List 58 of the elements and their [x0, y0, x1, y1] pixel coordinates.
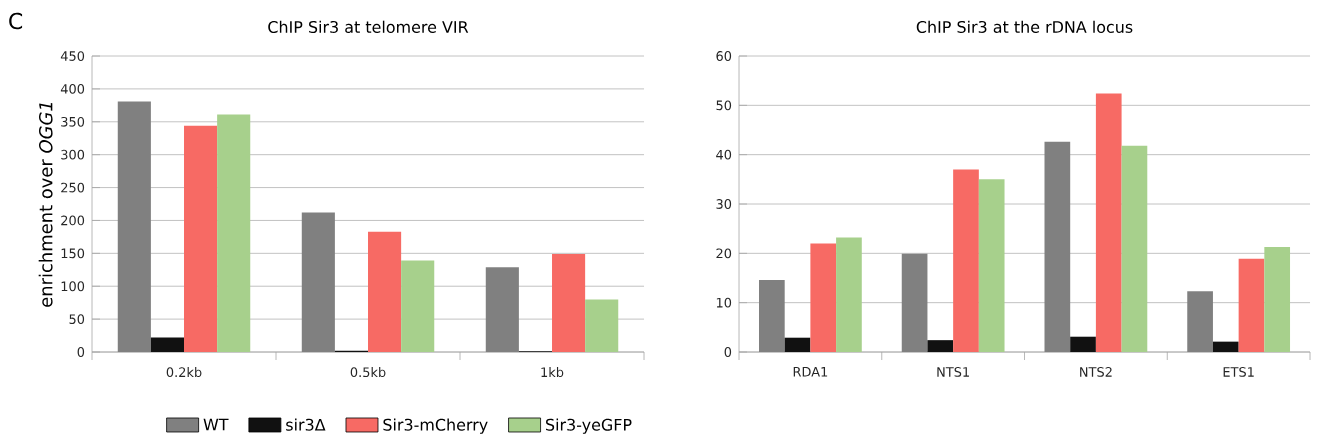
bar [784, 337, 811, 352]
y-tick-label: 150 [61, 248, 85, 259]
y-tick-label: 60 [716, 51, 732, 61]
y-tick-label: 300 [61, 149, 85, 160]
y-tick-label: 450 [60, 51, 85, 61]
y-tick-label: 400 [60, 84, 85, 94]
x-tick-label: 0.2kb [166, 367, 202, 378]
bar [150, 337, 185, 352]
x-tick-label: NTS2 [1080, 367, 1112, 377]
y-tick-label: 40 [716, 149, 732, 160]
y-tick-label: 10 [716, 297, 732, 308]
bar [927, 340, 954, 352]
bar [1187, 291, 1213, 352]
y-tick-label: 50 [716, 100, 732, 111]
legend-label: Sir3-mCherry [383, 418, 488, 434]
bar [552, 253, 586, 352]
bar [184, 125, 218, 352]
bar [1212, 341, 1239, 352]
bar [1095, 93, 1122, 352]
legend-label: sir3Δ [286, 418, 326, 431]
legend-label: WT [203, 418, 229, 431]
chart-title: ChIP Sir3 at the rDNA locus [916, 20, 1133, 33]
bar [759, 279, 785, 352]
y-tick-label: 20 [716, 248, 732, 259]
bar [217, 114, 251, 352]
x-tick-label: ETS1 [1223, 367, 1254, 377]
bar [585, 299, 619, 352]
y-tick-label: 100 [61, 281, 85, 292]
bar [117, 101, 151, 352]
x-tick-label: RDA1 [793, 367, 828, 377]
y-tick-label: 250 [61, 182, 85, 193]
y-tick-label: 0 [724, 347, 732, 357]
legend-label: Sir3-yeGFP [546, 418, 632, 434]
bar [978, 179, 1005, 352]
x-tick-label: 1kb [541, 367, 564, 378]
y-tick-label: 0 [77, 347, 85, 357]
bar [1044, 141, 1071, 352]
y-axis-title: enrichment over OGG1 [38, 102, 53, 307]
bar [1264, 246, 1291, 352]
x-tick-label: 0.5kb [350, 367, 386, 378]
x-tick-label: NTS1 [937, 367, 969, 377]
text: C [9, 12, 23, 30]
bar [901, 253, 928, 352]
bar [485, 267, 519, 352]
y-tick-label: 350 [61, 116, 85, 127]
chart-title: ChIP Sir3 at telomere VIR [268, 20, 469, 34]
bar [1070, 336, 1096, 352]
bar [953, 169, 979, 352]
y-tick-label: 50 [69, 314, 85, 325]
y-tick-label: 200 [61, 215, 85, 226]
bar [1121, 145, 1148, 352]
bar [368, 231, 402, 352]
bar [1238, 258, 1265, 352]
bar [301, 212, 335, 352]
bar [836, 237, 862, 352]
bar [401, 260, 435, 352]
bar [810, 243, 837, 352]
y-tick-label: 30 [716, 199, 732, 209]
